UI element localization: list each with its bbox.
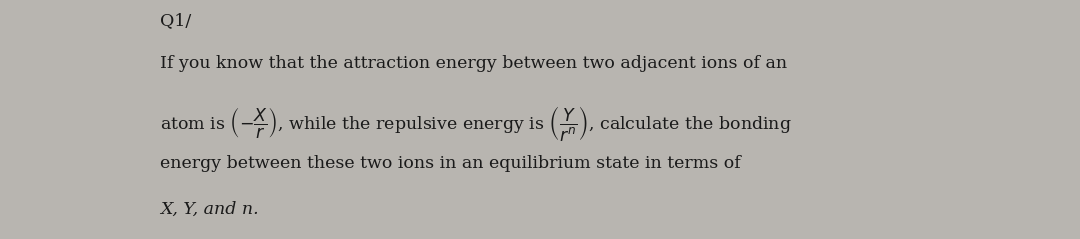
- Text: X, Y, and n.: X, Y, and n.: [160, 201, 258, 218]
- Text: atom is $\left(-\dfrac{X}{r}\right)$, while the repulsive energy is $\left(\dfra: atom is $\left(-\dfrac{X}{r}\right)$, wh…: [160, 104, 792, 143]
- Text: Q1/: Q1/: [160, 12, 191, 29]
- Text: If you know that the attraction energy between two adjacent ions of an: If you know that the attraction energy b…: [160, 55, 787, 72]
- Text: energy between these two ions in an equilibrium state in terms of: energy between these two ions in an equi…: [160, 155, 741, 172]
